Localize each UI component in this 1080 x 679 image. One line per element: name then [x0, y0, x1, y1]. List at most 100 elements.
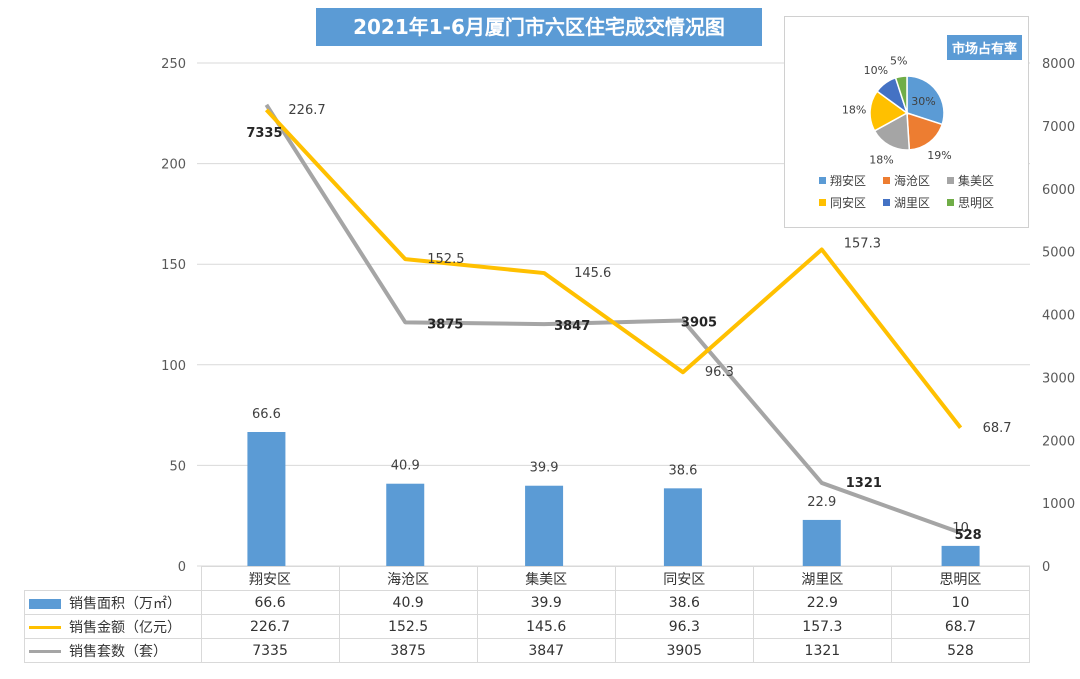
table-cell: 22.9 — [752, 590, 892, 615]
pie-legend-label: 集美区 — [958, 173, 994, 188]
pie-title: 市场占有率 — [946, 35, 1022, 60]
series-label-area: 销售面积（万㎡） — [24, 590, 202, 615]
y-right-tick-label: 0 — [1042, 560, 1050, 575]
table-corner — [25, 567, 202, 591]
pie-legend-label: 翔安区 — [830, 173, 866, 188]
chart-title: 2021年1-6月厦门市六区住宅成交情况图 — [316, 8, 762, 46]
units-sold-data-label: 1321 — [846, 476, 882, 491]
gray-line-legend-key — [29, 650, 61, 653]
category-cell: 海沧区 — [338, 566, 478, 591]
table-cell: 1321 — [752, 638, 892, 663]
sales-amount-data-label: 157.3 — [844, 237, 881, 252]
category-cell: 同安区 — [614, 566, 754, 591]
pie-legend-swatch — [883, 177, 890, 184]
bar — [663, 488, 702, 566]
units-sold-data-label: 3847 — [554, 319, 590, 334]
bar-legend-key — [29, 598, 61, 609]
sales-amount-data-label: 152.5 — [427, 252, 464, 267]
units-sold-data-label: 7335 — [246, 126, 282, 141]
bar — [802, 519, 841, 566]
series-label-units: 销售套数（套） — [24, 638, 202, 663]
table-cell: 3875 — [338, 638, 478, 663]
pie-legend-label: 同安区 — [830, 195, 866, 210]
pie-legend-swatch — [947, 199, 954, 206]
y-left-tick-label: 0 — [178, 560, 186, 575]
pie-slice — [873, 111, 911, 151]
y-right-tick-label: 2000 — [1042, 434, 1075, 449]
table-cell: 7335 — [200, 638, 340, 663]
pie-slice-label: 10% — [864, 64, 888, 77]
table-row: 销售面积（万㎡） 66.6 40.9 39.9 38.6 22.9 10 — [24, 590, 1031, 615]
pie-slice — [906, 75, 945, 126]
series-name: 销售面积（万㎡） — [69, 595, 181, 612]
table-cell: 226.7 — [200, 614, 340, 639]
bar — [941, 545, 980, 566]
market-share-pie-panel: 30% 19% 18% 18% 10% 5% 翔安区 海沧区 集美区 同安区 湖里区 思明区 市场占有… — [784, 16, 1029, 228]
y-right-tick-label: 8000 — [1042, 57, 1075, 72]
table-cell: 68.7 — [890, 614, 1031, 639]
category-cell: 集美区 — [476, 566, 616, 591]
sales-amount-data-label: 96.3 — [705, 365, 734, 380]
y-left-tick-label: 200 — [161, 158, 186, 173]
bar — [525, 485, 564, 566]
table-cell: 38.6 — [614, 590, 754, 615]
table-cell: 66.6 — [200, 590, 340, 615]
bar-value-label: 38.6 — [668, 463, 697, 478]
pie-legend-swatch — [819, 199, 826, 206]
pie-slice-label: 30% — [911, 95, 935, 108]
pie-legend-swatch — [819, 177, 826, 184]
bar — [247, 432, 286, 566]
bar — [386, 483, 425, 566]
y-right-tick-label: 7000 — [1042, 120, 1075, 135]
category-cell: 思明区 — [890, 566, 1031, 591]
table-row: 销售套数（套） 7335 3875 3847 3905 1321 528 — [24, 638, 1031, 663]
table-cell: 157.3 — [752, 614, 892, 639]
table-cell: 145.6 — [476, 614, 616, 639]
pie-legend-label: 思明区 — [958, 196, 994, 210]
y-left-tick-label: 150 — [161, 258, 186, 273]
series-name: 销售金额（亿元） — [69, 619, 181, 636]
data-table: 翔安区 海沧区 集美区 同安区 湖里区 思明区 销售面积（万㎡） 66.6 40… — [24, 566, 1031, 663]
pie-legend-swatch — [883, 199, 890, 206]
series-label-amount: 销售金额（亿元） — [24, 614, 202, 639]
pie-slice-label: 18% — [842, 104, 866, 117]
pie-slice — [869, 90, 909, 132]
bar-value-label: 22.9 — [807, 495, 836, 510]
sales-amount-data-label: 226.7 — [288, 103, 325, 118]
pie-legend-label: 海沧区 — [894, 173, 930, 188]
pie-slice-label: 19% — [927, 149, 951, 162]
y-left-tick-label: 50 — [169, 459, 186, 474]
y-right-tick-label: 1000 — [1042, 497, 1075, 512]
table-cell: 3847 — [476, 638, 616, 663]
y-left-tick-label: 100 — [161, 359, 186, 374]
y-right-tick-label: 4000 — [1042, 309, 1075, 324]
sales-amount-data-label: 145.6 — [574, 266, 611, 281]
pie-slice-label: 5% — [890, 55, 907, 68]
category-cell: 湖里区 — [752, 566, 892, 591]
table-cell: 40.9 — [338, 590, 478, 615]
bar-value-label: 40.9 — [391, 459, 420, 474]
y-right-tick-label: 3000 — [1042, 371, 1075, 386]
gold-line-legend-key — [29, 626, 61, 629]
units-sold-data-label: 3905 — [681, 315, 717, 330]
pie-slice — [894, 75, 908, 114]
bar-value-label: 66.6 — [252, 407, 281, 422]
table-cell: 10 — [890, 590, 1031, 615]
y-right-tick-label: 5000 — [1042, 246, 1075, 261]
sales-amount-line — [264, 108, 963, 430]
pie-slice — [906, 111, 944, 151]
y-right-tick-label: 6000 — [1042, 183, 1075, 198]
sales-amount-data-label: 68.7 — [983, 421, 1012, 436]
table-cell: 96.3 — [614, 614, 754, 639]
table-cell: 3905 — [614, 638, 754, 663]
table-cell: 152.5 — [338, 614, 478, 639]
bar-value-label: 39.9 — [530, 461, 559, 476]
pie-slice-label: 18% — [869, 153, 893, 166]
table-cell: 39.9 — [476, 590, 616, 615]
y-left-tick-label: 250 — [161, 57, 186, 72]
units-sold-data-label: 528 — [955, 528, 982, 543]
table-cell: 528 — [890, 638, 1031, 663]
units-sold-data-label: 3875 — [427, 317, 463, 332]
